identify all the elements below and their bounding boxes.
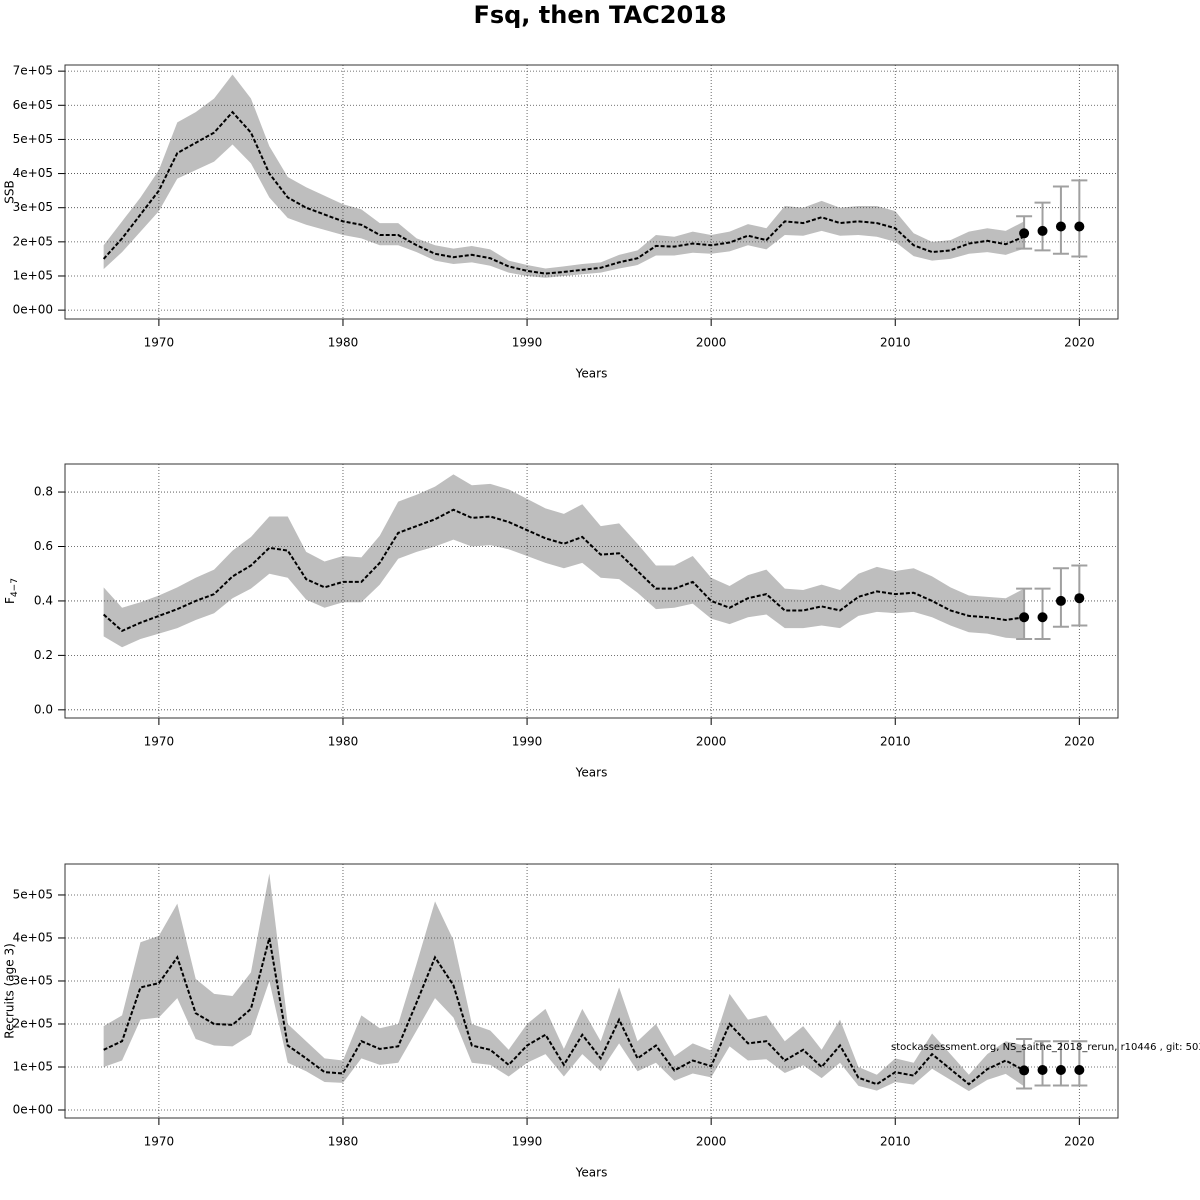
x-tick-label: 2000 [696, 336, 727, 350]
plot-frame [64, 463, 1119, 719]
plot-frame [64, 64, 1119, 320]
estimate-line [102, 508, 1025, 633]
x-tick-label: 1990 [512, 1135, 543, 1149]
forecast-point [1037, 225, 1048, 236]
forecast-point [1055, 595, 1066, 606]
x-tick-label: 1970 [144, 336, 175, 350]
y-axis-label-sub: 4−7 [10, 578, 20, 597]
x-tick-label: 1970 [144, 1135, 175, 1149]
y-tick-label: 0.4 [34, 593, 53, 607]
x-tick-label: 1980 [328, 1135, 359, 1149]
x-tick-label: 2010 [880, 1135, 911, 1149]
confidence-band [103, 873, 1025, 1092]
x-tick-label: 2020 [1064, 1135, 1095, 1149]
x-tick-label: 2000 [696, 735, 727, 749]
y-axis-label: F4−7 [3, 578, 20, 604]
y-tick-label: 2e+05 [13, 234, 53, 248]
confidence-band [103, 74, 1025, 278]
x-tick-label: 2020 [1064, 336, 1095, 350]
forecast-point [1055, 221, 1066, 232]
forecast-point [1055, 1065, 1066, 1076]
x-tick-label: 2020 [1064, 735, 1095, 749]
y-tick-label: 4e+05 [13, 930, 53, 944]
y-tick-label: 5e+05 [13, 887, 53, 901]
y-tick-label: 6e+05 [13, 98, 53, 112]
forecast-point [1019, 612, 1030, 623]
y-tick-label: 0e+00 [13, 1103, 53, 1117]
estimate-line [103, 937, 1025, 1086]
chart-title: Fsq, then TAC2018 [473, 1, 726, 29]
x-axis-label: Years [575, 766, 608, 780]
y-tick-label: 0e+00 [13, 303, 53, 317]
y-tick-label: 0.0 [34, 702, 53, 716]
x-axis-label: Years [575, 367, 608, 381]
forecast-point [1037, 612, 1048, 623]
plot-frame [64, 863, 1119, 1119]
x-tick-label: 1990 [512, 336, 543, 350]
x-tick-label: 2010 [880, 336, 911, 350]
y-axis-label-main: F [3, 597, 17, 604]
y-tick-label: 0.8 [34, 485, 53, 499]
y-tick-label: 2e+05 [13, 1016, 53, 1030]
y-tick-label: 3e+05 [13, 973, 53, 987]
y-tick-label: 0.6 [34, 539, 53, 553]
y-tick-label: 0.2 [34, 648, 53, 662]
forecast-point [1037, 1065, 1048, 1076]
x-tick-label: 1980 [328, 336, 359, 350]
y-tick-label: 5e+05 [13, 132, 53, 146]
y-tick-label: 1e+05 [13, 1059, 53, 1073]
y-tick-label: 7e+05 [13, 64, 53, 78]
forecast-point [1074, 593, 1085, 604]
x-tick-label: 1970 [144, 735, 175, 749]
y-tick-label: 1e+05 [13, 268, 53, 282]
y-tick-label: 4e+05 [13, 166, 53, 180]
annotation: stockassessment.org, NS_saithe_2018_reru… [891, 1042, 1200, 1053]
y-axis-label: SSB [3, 180, 17, 203]
forecast-point [1019, 228, 1030, 239]
x-tick-label: 1980 [328, 735, 359, 749]
x-axis-label: Years [575, 1166, 608, 1180]
x-tick-label: 2000 [696, 1135, 727, 1149]
forecast-point [1074, 1065, 1085, 1076]
x-tick-label: 2010 [880, 735, 911, 749]
y-tick-label: 3e+05 [13, 200, 53, 214]
y-axis-label: Recruits (age 3) [3, 943, 17, 1039]
x-tick-label: 1990 [512, 735, 543, 749]
confidence-band [103, 474, 1025, 648]
estimate-line [102, 110, 1025, 275]
forecast-point [1019, 1065, 1030, 1076]
forecast-point [1074, 221, 1085, 232]
